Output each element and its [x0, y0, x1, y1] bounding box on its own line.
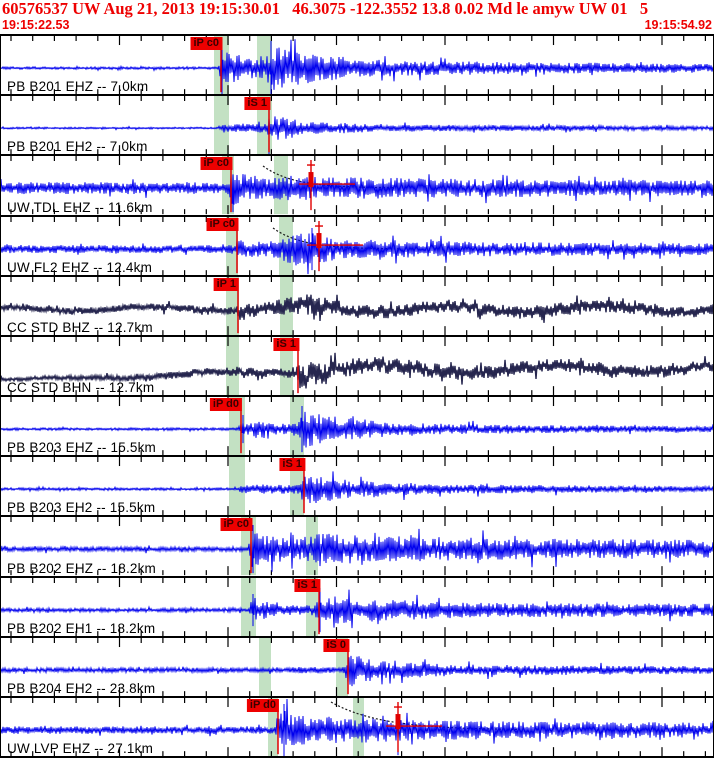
trace-panel[interactable]: PB B201 EHZ -- 7.0km iP c0 — [1, 34, 713, 95]
phase-window-band — [280, 336, 293, 396]
station-label: PB B203 EHZ -- 15.5km — [7, 440, 157, 456]
pick-flag[interactable]: iP d0 — [246, 698, 279, 712]
coda-decay-curve — [272, 227, 401, 249]
time-ticks — [10, 697, 707, 757]
trace-waveform-svg — [1, 276, 713, 335]
phase-window-band — [226, 276, 239, 335]
station-label: UW TDL EHZ -- 11.6km — [7, 199, 153, 215]
trace-panel[interactable]: UW FL2 EHZ -- 12.4km iP c0 — [1, 214, 713, 275]
waveform-trace — [1, 411, 713, 448]
phase-window-band — [259, 637, 271, 696]
time-ticks — [10, 156, 707, 215]
trace-waveform-svg — [1, 336, 713, 396]
pick-flag[interactable]: iS 1 — [273, 337, 299, 351]
trace-panel[interactable]: PB B202 EH1 -- 18.2km iS 1 — [1, 575, 713, 636]
phase-window-band — [336, 637, 348, 696]
phase-window-band — [226, 336, 239, 396]
waveform-trace — [1, 471, 713, 504]
trace-panel[interactable]: CC STD BHZ -- 12.7km iP 1 — [1, 274, 713, 335]
trace-waveform-svg — [1, 96, 713, 155]
station-label: UW LVP EHZ -- 27.1km — [7, 741, 154, 757]
phase-window-band — [229, 457, 245, 516]
station-label: PB B204 EH2 -- 23.8km — [7, 680, 156, 696]
waveform-trace — [1, 655, 713, 686]
trace-waveform-svg — [1, 637, 713, 696]
station-label: PB B201 EHZ -- 7.0km — [7, 79, 149, 95]
trace-panel[interactable]: PB B201 EH2 -- 7.0km iS 1 — [1, 94, 713, 155]
station-label: UW FL2 EHZ -- 12.4km — [7, 259, 153, 275]
pick-flag[interactable]: iP c0 — [206, 217, 238, 231]
station-label: PB B201 EH2 -- 7.0km — [7, 139, 148, 155]
trace-panel[interactable]: PB B202 EHZ -- 18.2km iP c0 — [1, 515, 713, 576]
phase-window-band — [268, 697, 278, 757]
trace-panel[interactable]: PB B204 EH2 -- 23.8km iS 0 — [1, 635, 713, 696]
waveform-trace — [1, 294, 713, 323]
pick-flag[interactable]: iS 1 — [279, 458, 305, 472]
trace-panel[interactable]: UW LVP EHZ -- 27.1km iP d0 — [1, 695, 713, 757]
pick-flag[interactable]: iP 1 — [213, 277, 239, 291]
pick-flag[interactable]: iS 0 — [323, 638, 349, 652]
phase-window-band — [226, 216, 238, 275]
event-header: 60576537 UW Aug 21, 2013 19:15:30.01 46.… — [2, 0, 649, 18]
time-ticks — [10, 36, 707, 95]
trace-panel[interactable]: UW TDL EHZ -- 11.6km iP c0 — [1, 154, 713, 215]
time-ticks — [10, 517, 707, 576]
trace-waveform-svg — [1, 36, 713, 95]
time-axis-labels: 19:15:22.53 19:15:54.92 — [0, 18, 714, 34]
waveform-trace — [1, 589, 713, 628]
pick-flag[interactable]: iP c0 — [220, 518, 252, 532]
trace-panel[interactable]: CC STD BHN -- 12.7km iS 1 — [1, 334, 713, 396]
waveform-trace — [1, 698, 713, 745]
pick-flag[interactable]: iP c0 — [200, 157, 232, 171]
trace-panel[interactable]: PB B203 EH2 -- 15.5km iS 1 — [1, 455, 713, 516]
pick-flag[interactable]: iS 1 — [244, 97, 270, 111]
station-label: CC STD BHN -- 12.7km — [7, 380, 155, 396]
phase-window-band — [241, 577, 256, 636]
pick-flag[interactable]: iP c0 — [190, 37, 222, 50]
waveform-trace — [1, 174, 713, 205]
window-start-time: 19:15:22.53 — [2, 18, 70, 32]
phase-window-band — [214, 96, 229, 155]
trace-list: PB B201 EHZ -- 7.0km iP c0 PB B201 EH2 -- … — [0, 34, 714, 758]
time-ticks — [10, 637, 707, 696]
trace-waveform-svg — [1, 397, 713, 456]
trace-panel[interactable]: PB B203 EHZ -- 15.5km iP d0 — [1, 395, 713, 456]
pick-flag[interactable]: iS 1 — [294, 578, 320, 592]
coda-duration-marker[interactable] — [386, 701, 442, 753]
station-label: PB B202 EH1 -- 18.2km — [7, 620, 156, 636]
station-label: CC STD BHZ -- 12.7km — [7, 319, 153, 335]
time-ticks — [10, 96, 707, 155]
waveform-trace — [1, 39, 713, 90]
waveform-trace — [1, 116, 713, 140]
window-end-time: 19:15:54.92 — [644, 18, 712, 32]
time-ticks — [10, 397, 707, 456]
coda-duration-marker[interactable] — [299, 160, 355, 211]
trace-waveform-svg — [1, 517, 713, 576]
time-ticks — [10, 577, 707, 636]
waveform-trace — [1, 232, 713, 274]
trace-waveform-svg — [1, 457, 713, 516]
station-label: PB B202 EHZ -- 18.2km — [7, 560, 157, 576]
waveform-trace — [1, 529, 713, 573]
trace-waveform-svg — [1, 156, 713, 215]
station-label: PB B203 EH2 -- 15.5km — [7, 500, 156, 516]
pick-flag[interactable]: iP d0 — [209, 398, 242, 412]
time-ticks — [10, 336, 707, 396]
waveform-trace — [1, 352, 713, 389]
phase-window-band — [306, 577, 318, 636]
coda-duration-marker[interactable] — [307, 220, 363, 271]
